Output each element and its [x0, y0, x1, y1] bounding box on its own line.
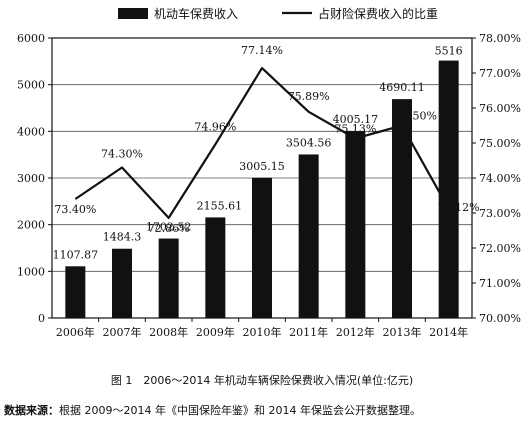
- bar: [205, 217, 226, 318]
- x-tick-label: 2011年: [289, 325, 328, 339]
- bar-data-label: 5516: [435, 45, 463, 58]
- y-right-tick-label: 74.00%: [479, 172, 521, 185]
- x-tick-label: 2012年: [336, 325, 375, 339]
- y-left-tick-label: 2000: [17, 219, 45, 232]
- line-data-label: 75.50%: [395, 110, 437, 123]
- x-tick-label: 2006年: [56, 325, 95, 339]
- y-right-tick-label: 78.00%: [479, 32, 521, 45]
- data-source-note: 数据来源：根据 2009～2014 年《中国保险年鉴》和 2014 年保监会公开…: [4, 402, 421, 418]
- data-source-label: 数据来源：: [4, 404, 59, 417]
- line-data-label: 75.89%: [288, 90, 330, 103]
- legend-bar-swatch: [118, 8, 148, 19]
- chart: 0 1000 2000 3000 4000 5000 6000 70.00% 71.00% 72.…: [17, 6, 521, 339]
- bar: [112, 248, 132, 318]
- y-left-tick-label: 4000: [17, 125, 45, 138]
- bar: [392, 99, 412, 318]
- x-tick-label: 2009年: [196, 325, 235, 339]
- y-right-tick-label: 72.00%: [479, 242, 521, 255]
- line-data-label: 77.14%: [241, 44, 283, 57]
- y-right-tick-label: 77.00%: [479, 67, 521, 80]
- y-right-tick-label: 71.00%: [479, 277, 521, 290]
- bar-data-label: 4005.17: [333, 113, 379, 126]
- y-right-tick-label: 75.00%: [479, 137, 521, 150]
- legend-line-label: 占财险保费收入的比重: [318, 6, 438, 21]
- bar: [345, 131, 366, 318]
- bar: [438, 60, 459, 318]
- figure-caption: 图 1 2006～2014 年机动车辆保险保费收入情况(单位:亿元): [110, 374, 414, 387]
- line-data-label: 73.12%: [438, 201, 480, 214]
- bar-data-label: 1107.87: [53, 248, 99, 261]
- x-tick-label: 2013年: [383, 325, 422, 339]
- y-left-tick-label: 6000: [17, 32, 45, 45]
- line-data-label: 73.40%: [54, 203, 96, 216]
- line-series: [74, 66, 450, 219]
- y-left-tick-label: 0: [38, 312, 45, 325]
- y-right-tick-label: 70.00%: [479, 312, 521, 325]
- bar-data-label: 3504.56: [286, 136, 332, 149]
- bar: [252, 177, 272, 318]
- bar: [158, 238, 179, 318]
- bar-data-label: 1702.52: [146, 221, 192, 234]
- bar-data-label: 2155.61: [197, 199, 243, 212]
- legend-bar-label: 机动车保费收入: [154, 6, 238, 21]
- y-left-tick-label: 5000: [17, 79, 45, 92]
- bar-data-label: 3005.15: [239, 160, 285, 173]
- bar: [65, 266, 86, 318]
- y-left-tick-label: 3000: [17, 172, 45, 185]
- bar: [298, 154, 319, 318]
- y-left-tick-label: 1000: [17, 265, 45, 278]
- y-right-tick-label: 76.00%: [479, 102, 521, 115]
- line-data-label: 72.86%: [148, 222, 190, 235]
- x-tick-label: 2008年: [149, 325, 188, 339]
- data-source-text: 根据 2009～2014 年《中国保险年鉴》和 2014 年保监会公开数据整理。: [59, 404, 421, 417]
- line-data-label: 74.30%: [101, 148, 143, 161]
- x-tick-label: 2014年: [429, 325, 468, 339]
- bar-data-label: 1484.3: [103, 231, 142, 244]
- line-data-label: 74.96%: [194, 120, 236, 133]
- line-data-label: 75.13%: [334, 122, 376, 135]
- y-right-tick-label: 73.00%: [479, 207, 521, 220]
- x-tick-label: 2007年: [103, 325, 142, 339]
- x-tick-label: 2010年: [243, 325, 282, 339]
- bar-data-label: 4690.11: [379, 81, 425, 94]
